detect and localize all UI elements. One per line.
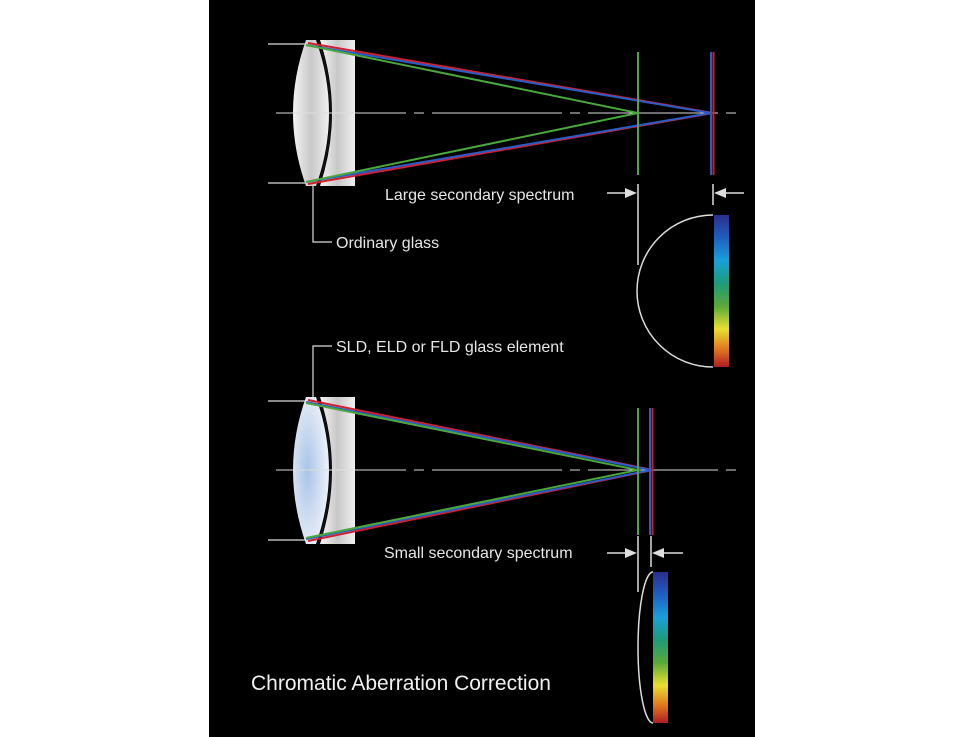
spectrum-curve <box>637 571 654 724</box>
green-ray-top <box>305 44 639 114</box>
diagram-background <box>209 0 755 737</box>
spectrum-bar <box>714 215 729 367</box>
green-ray-bottom <box>305 112 639 183</box>
leader-line <box>312 186 332 243</box>
arrowhead-icon <box>714 188 726 198</box>
diagram-title: Chromatic Aberration Correction <box>251 672 551 695</box>
small-secondary-spectrum-label: Small secondary spectrum <box>384 545 573 562</box>
arrowhead-icon <box>625 548 637 558</box>
arrowhead-icon <box>625 188 637 198</box>
green-ray-top <box>305 402 639 471</box>
blue-ray-top <box>305 44 712 114</box>
special-glass-label: SLD, ELD or FLD glass element <box>336 339 564 356</box>
spectrum-bar <box>653 572 668 723</box>
top-ordinary-lens-system: Large secondary spectrum Ordinary glass <box>268 39 744 368</box>
spectrum-curve <box>636 214 714 368</box>
green-ray-bottom <box>305 469 639 539</box>
arrowhead-icon <box>652 548 664 558</box>
large-secondary-spectrum-label: Large secondary spectrum <box>385 187 574 204</box>
blue-ray-bottom <box>305 469 652 540</box>
ordinary-glass-label: Ordinary glass <box>336 235 439 252</box>
leader-line <box>312 345 332 397</box>
blue-ray-top <box>305 401 652 471</box>
bottom-corrected-lens-system: SLD, ELD or FLD glass element Small seco… <box>268 339 740 724</box>
blue-ray-bottom <box>305 112 712 183</box>
